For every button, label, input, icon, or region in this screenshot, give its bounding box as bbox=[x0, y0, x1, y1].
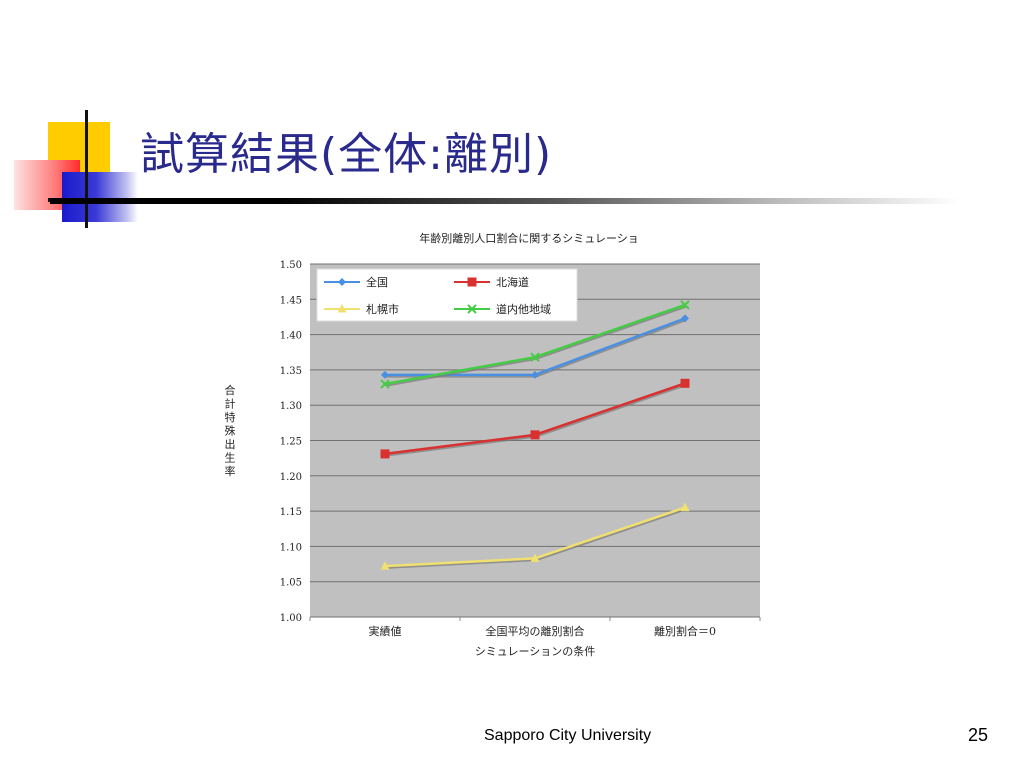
y-tick-label: 1.20 bbox=[280, 472, 302, 483]
y-tick-label: 1.45 bbox=[280, 295, 302, 306]
deco-vertical-line bbox=[85, 110, 88, 228]
y-axis-label-char: 出 bbox=[225, 437, 236, 451]
title-underline bbox=[50, 198, 960, 204]
data-point bbox=[530, 553, 540, 562]
y-tick-label: 1.30 bbox=[280, 401, 302, 412]
slide-title: 試算結果(全体:離別) bbox=[140, 129, 553, 180]
y-axis-label-char: 殊 bbox=[225, 424, 236, 438]
data-point bbox=[530, 352, 540, 362]
x-axis-ticks: 実績値 全国平均の離別割合 離別割合＝0 bbox=[369, 624, 717, 638]
line-chart: 年齢別離別人口割合に関するシミュレーショ 1.00 1.05 1.10 1.15 1.2… bbox=[225, 231, 761, 658]
data-point bbox=[530, 430, 540, 440]
legend-label: 札幌市 bbox=[366, 302, 399, 316]
data-point bbox=[381, 370, 389, 379]
data-point bbox=[681, 314, 689, 323]
series-group bbox=[380, 300, 690, 570]
y-tick-label: 1.25 bbox=[280, 437, 302, 448]
y-tick-label: 1.10 bbox=[280, 542, 302, 553]
x-axis-label: シミュレーションの条件 bbox=[475, 644, 596, 658]
data-point bbox=[531, 370, 539, 379]
y-tick-label: 1.05 bbox=[280, 578, 302, 589]
data-point bbox=[380, 449, 390, 459]
y-tick-label: 1.15 bbox=[280, 507, 302, 518]
chart-title: 年齢別離別人口割合に関するシミュレーショ bbox=[419, 231, 639, 245]
deco-blue-square bbox=[62, 172, 138, 222]
y-tick-label: 1.40 bbox=[280, 331, 302, 342]
y-axis-ticks: 1.00 1.05 1.10 1.15 1.20 1.25 1.30 1.35 1.40 1.45… bbox=[280, 260, 302, 624]
data-point bbox=[380, 561, 390, 570]
footer-text: Sapporo City University bbox=[484, 727, 652, 744]
legend-label: 道内他地域 bbox=[496, 302, 551, 316]
y-axis-label-char: 特 bbox=[225, 410, 236, 424]
legend-label: 北海道 bbox=[496, 275, 529, 289]
legend-marker bbox=[467, 277, 477, 287]
y-axis-label-char: 計 bbox=[225, 397, 236, 411]
y-axis-label-char: 合 bbox=[225, 383, 236, 397]
legend-box bbox=[316, 268, 578, 322]
y-tick-label: 1.35 bbox=[280, 366, 302, 377]
legend-label: 全国 bbox=[366, 275, 388, 289]
y-tick-label: 1.50 bbox=[280, 260, 302, 271]
legend-marker bbox=[338, 278, 346, 286]
x-tick-label: 実績値 bbox=[369, 624, 402, 638]
page-number: 25 bbox=[968, 725, 989, 745]
legend-marker bbox=[467, 304, 477, 314]
x-tick-label: 全国平均の離別割合 bbox=[486, 624, 585, 638]
data-point bbox=[380, 379, 390, 389]
y-tick-label: 1.00 bbox=[280, 613, 302, 624]
data-point bbox=[680, 300, 690, 310]
legend-marker bbox=[337, 304, 347, 313]
y-axis-label-char: 生 bbox=[225, 451, 236, 465]
x-tick-label: 離別割合＝0 bbox=[654, 624, 716, 638]
data-point bbox=[680, 502, 690, 512]
gridlines bbox=[309, 263, 761, 621]
data-point bbox=[680, 378, 690, 388]
y-axis-label-char: 率 bbox=[225, 464, 236, 478]
